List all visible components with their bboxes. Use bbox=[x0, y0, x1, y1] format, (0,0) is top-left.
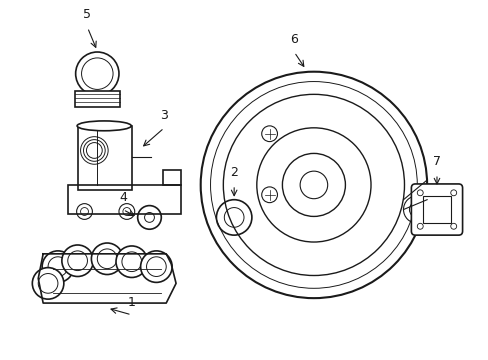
Text: 2: 2 bbox=[230, 166, 238, 179]
Bar bbox=[68, 185, 181, 215]
Ellipse shape bbox=[77, 121, 131, 131]
FancyBboxPatch shape bbox=[410, 184, 462, 235]
Text: 6: 6 bbox=[290, 33, 298, 46]
Circle shape bbox=[116, 246, 147, 278]
Circle shape bbox=[141, 251, 172, 282]
Bar bbox=[78, 126, 131, 190]
Text: 4: 4 bbox=[119, 191, 126, 204]
Bar bbox=[75, 91, 120, 107]
Circle shape bbox=[42, 251, 74, 282]
Bar bbox=[163, 170, 181, 185]
Bar bbox=[422, 196, 450, 223]
Text: 3: 3 bbox=[160, 109, 168, 122]
Text: 5: 5 bbox=[83, 9, 91, 22]
Text: 7: 7 bbox=[432, 155, 440, 168]
Circle shape bbox=[91, 243, 122, 275]
Circle shape bbox=[76, 52, 119, 95]
Circle shape bbox=[32, 267, 64, 299]
Circle shape bbox=[62, 245, 93, 276]
Text: 1: 1 bbox=[127, 296, 136, 309]
